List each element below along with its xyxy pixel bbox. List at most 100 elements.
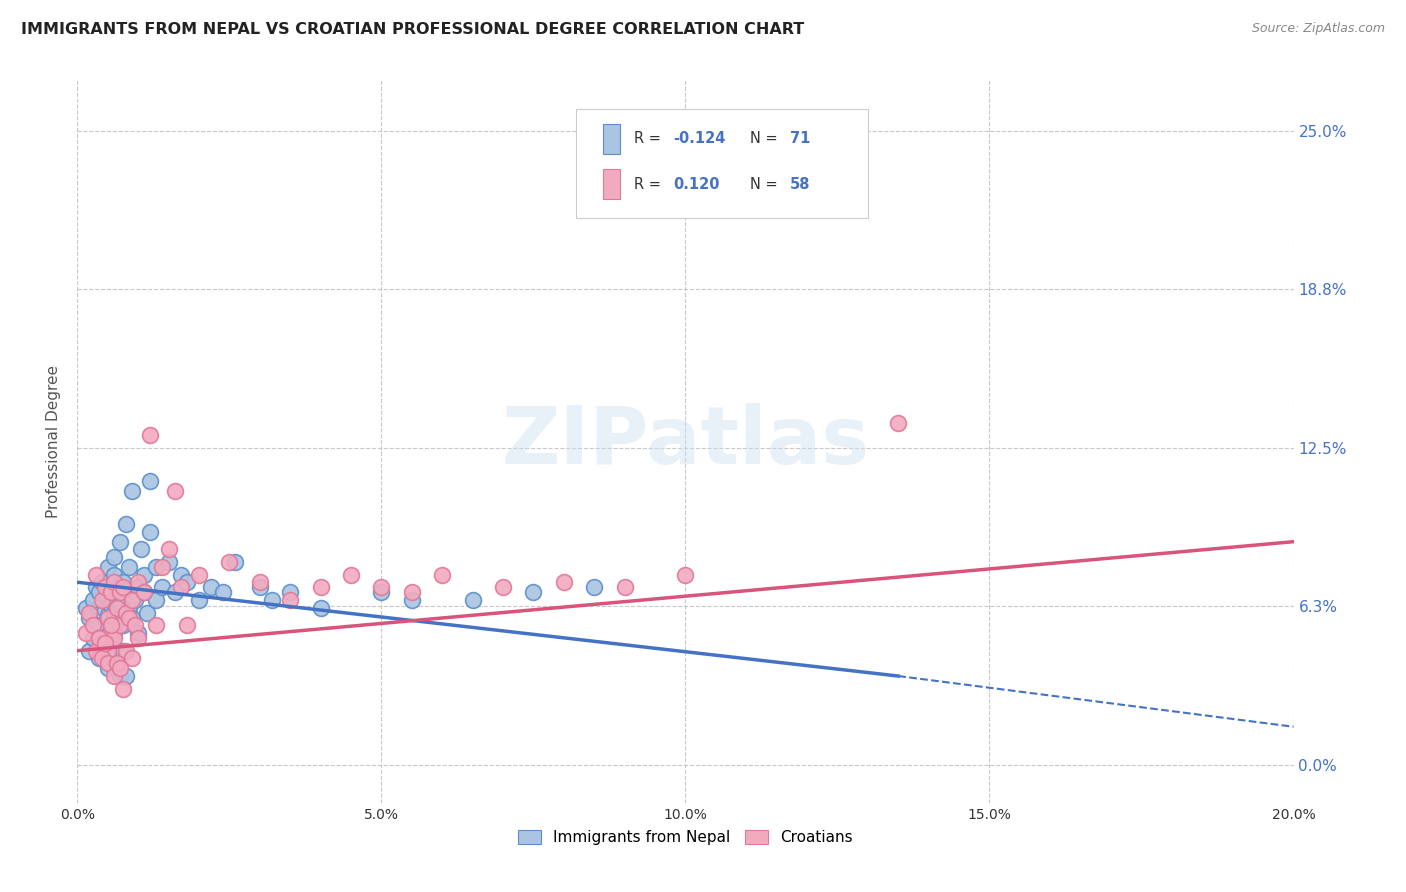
- Point: [401, 593, 423, 607]
- Point: [103, 606, 125, 620]
- Point: [75, 626, 97, 640]
- Point: [111, 681, 134, 696]
- Point: [90, 636, 112, 650]
- Legend: Immigrants from Nepal, Croatians: Immigrants from Nepal, Croatians: [510, 822, 860, 853]
- Point: [93, 603, 115, 617]
- Text: R =: R =: [634, 177, 666, 192]
- Point: [249, 580, 271, 594]
- Point: [163, 483, 186, 498]
- Point: [118, 560, 141, 574]
- Point: [129, 542, 152, 557]
- Point: [105, 657, 128, 671]
- Point: [108, 534, 131, 549]
- Point: [115, 606, 138, 620]
- Point: [87, 651, 110, 665]
- Point: [87, 631, 110, 645]
- Text: Source: ZipAtlas.com: Source: ZipAtlas.com: [1251, 22, 1385, 36]
- Text: -0.124: -0.124: [673, 131, 725, 146]
- Point: [127, 631, 149, 645]
- Point: [134, 585, 156, 599]
- Point: [90, 636, 112, 650]
- Point: [124, 618, 146, 632]
- Point: [90, 651, 112, 665]
- Point: [103, 575, 125, 590]
- Point: [121, 651, 143, 665]
- Point: [111, 643, 134, 657]
- Point: [90, 593, 112, 607]
- Point: [103, 567, 125, 582]
- Point: [134, 567, 156, 582]
- Point: [278, 593, 301, 607]
- Point: [152, 580, 174, 594]
- Text: 0.120: 0.120: [673, 177, 720, 192]
- Point: [278, 585, 301, 599]
- Point: [90, 624, 112, 638]
- Point: [84, 580, 107, 594]
- Point: [260, 593, 283, 607]
- Point: [163, 585, 186, 599]
- Point: [139, 474, 162, 488]
- FancyBboxPatch shape: [576, 109, 868, 218]
- Point: [115, 516, 138, 531]
- Point: [118, 611, 141, 625]
- Point: [370, 585, 392, 599]
- Point: [97, 643, 120, 657]
- Point: [212, 585, 235, 599]
- Point: [103, 669, 125, 683]
- Point: [100, 631, 122, 645]
- Point: [127, 575, 149, 590]
- Point: [401, 585, 423, 599]
- Point: [121, 483, 143, 498]
- Point: [97, 560, 120, 574]
- Point: [108, 595, 131, 609]
- Point: [84, 643, 107, 657]
- Text: N =: N =: [749, 177, 782, 192]
- Point: [115, 669, 138, 683]
- Point: [309, 580, 332, 594]
- Point: [430, 567, 453, 582]
- Point: [97, 608, 120, 623]
- Point: [82, 593, 104, 607]
- Point: [127, 626, 149, 640]
- Point: [136, 606, 159, 620]
- Point: [100, 618, 122, 632]
- Point: [152, 560, 174, 574]
- Point: [121, 611, 143, 625]
- Point: [613, 580, 636, 594]
- Point: [87, 631, 110, 645]
- Point: [84, 618, 107, 632]
- Point: [105, 600, 128, 615]
- Text: N =: N =: [749, 131, 782, 146]
- Point: [118, 600, 141, 615]
- Point: [97, 611, 120, 625]
- Point: [84, 618, 107, 632]
- Text: IMMIGRANTS FROM NEPAL VS CROATIAN PROFESSIONAL DEGREE CORRELATION CHART: IMMIGRANTS FROM NEPAL VS CROATIAN PROFES…: [21, 22, 804, 37]
- Point: [79, 606, 101, 620]
- Text: 71: 71: [790, 131, 810, 146]
- Point: [887, 416, 910, 430]
- Point: [124, 593, 146, 607]
- Point: [127, 580, 149, 594]
- Point: [103, 626, 125, 640]
- Point: [105, 657, 128, 671]
- Point: [111, 618, 134, 632]
- Point: [87, 585, 110, 599]
- Point: [90, 575, 112, 590]
- FancyBboxPatch shape: [603, 124, 620, 154]
- Point: [188, 567, 211, 582]
- Point: [100, 624, 122, 638]
- Point: [108, 618, 131, 632]
- Point: [309, 600, 332, 615]
- Point: [121, 593, 143, 607]
- Point: [145, 560, 167, 574]
- Point: [115, 643, 138, 657]
- Point: [100, 651, 122, 665]
- Point: [97, 661, 120, 675]
- Point: [105, 580, 128, 594]
- Point: [157, 555, 180, 569]
- Point: [79, 611, 101, 625]
- Point: [111, 575, 134, 590]
- Point: [675, 567, 697, 582]
- Point: [108, 585, 131, 599]
- Point: [188, 593, 211, 607]
